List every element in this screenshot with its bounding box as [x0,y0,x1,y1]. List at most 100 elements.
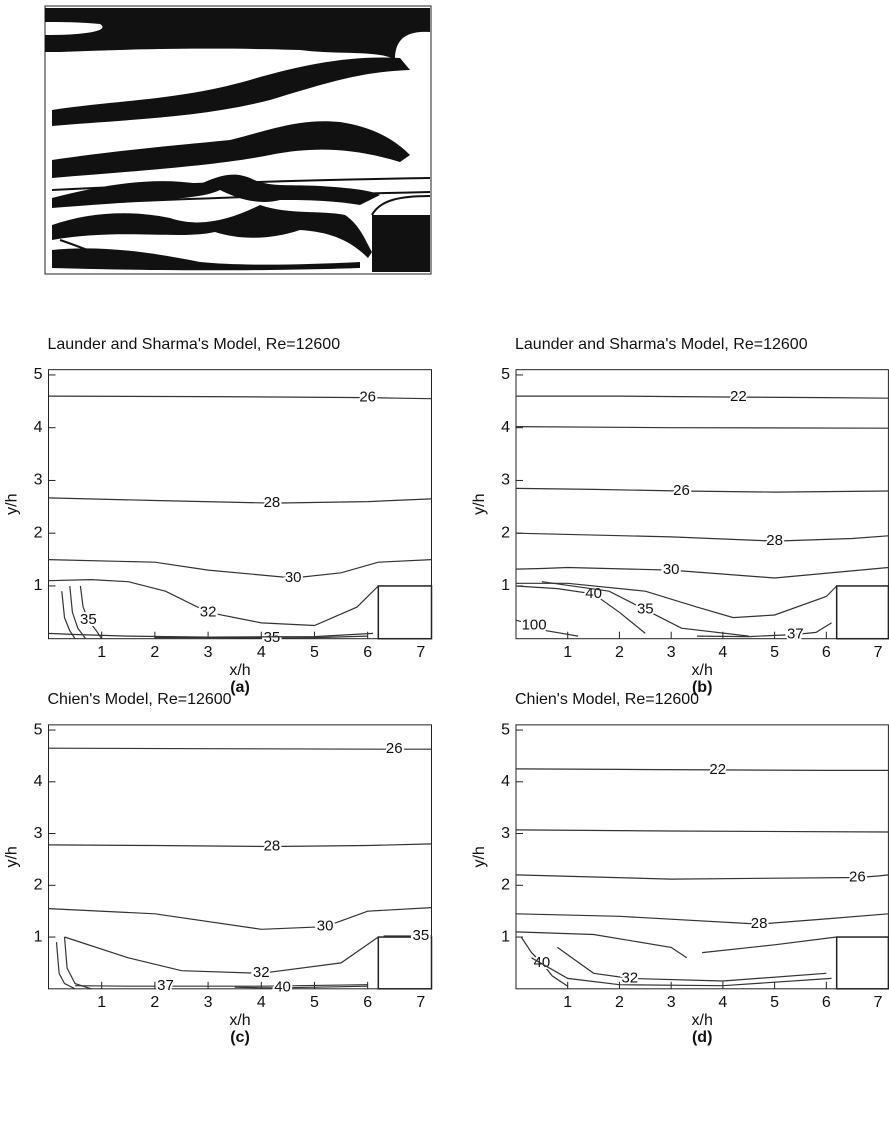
x-tick-label: 5 [770,644,779,661]
y-tick-label: 4 [501,419,510,436]
x-tick-label: 3 [667,644,676,661]
contour-line [75,985,368,987]
contour-label: 28 [264,494,281,511]
contour-label: 35 [80,611,97,628]
contour-label: 28 [751,915,768,932]
caption: (a) [230,679,250,696]
x-tick-label: 1 [97,994,106,1011]
y-tick-label: 5 [34,721,43,738]
contour-label: 32 [200,603,217,620]
step [837,937,889,989]
x-tick-label: 3 [667,994,676,1011]
y-tick-label: 3 [34,472,43,489]
y-tick-label: 3 [34,825,43,842]
x-tick-label: 4 [718,994,727,1011]
x-tick-label: 7 [416,644,425,661]
y-tick-label: 2 [501,877,510,894]
contour-line [49,844,432,847]
x-tick-label: 5 [310,994,319,1011]
x-tick-label: 1 [563,644,572,661]
x-tick-label: 2 [150,994,159,1011]
x-tick-label: 6 [363,644,372,661]
contour-line [516,427,888,429]
contour-label: 40 [585,585,602,602]
y-tick-label: 2 [34,877,43,894]
y-tick-label: 1 [34,577,43,594]
y-tick-label: 5 [501,721,510,738]
contour-line [49,498,432,503]
contour-line [516,769,888,771]
x-tick-label: 7 [416,994,425,1011]
contour-line [516,533,888,541]
x-tick-label: 4 [718,644,727,661]
y-tick-label: 3 [501,472,510,489]
x-tick-label: 5 [770,994,779,1011]
x-tick-label: 6 [822,644,831,661]
contour-label: 40 [274,979,291,996]
step [378,586,431,639]
x-axis-label: x/h [692,1012,713,1029]
chart-title: Launder and Sharma's Model, Re=12600 [515,336,808,353]
contour-label: 32 [621,969,638,986]
contour-label: 26 [359,389,376,406]
y-tick-label: 4 [34,419,43,436]
chart-title: Launder and Sharma's Model, Re=12600 [48,336,341,353]
contour-line [516,583,837,617]
contour-line [702,937,837,953]
y-axis-label: y/h [4,846,21,867]
x-tick-label: 6 [822,994,831,1011]
y-tick-label: 1 [34,928,43,945]
contour-label: 22 [730,388,747,405]
contour-chart: Chien's Model, Re=12600123456712345x/h(c… [4,691,432,1046]
flow-photo [45,6,431,274]
y-tick-label: 2 [34,524,43,541]
x-tick-label: 5 [310,644,319,661]
contour-label: 100 [522,616,547,633]
y-tick-label: 4 [34,773,43,790]
y-axis-label: y/h [471,846,488,867]
contour-label: 26 [849,869,866,886]
contour-line [557,947,826,981]
contour-line [65,937,379,973]
x-tick-label: 3 [204,644,213,661]
contour-label: 28 [264,837,281,854]
contour-line [49,748,432,749]
contour-line [516,830,888,832]
x-tick-label: 1 [97,644,106,661]
x-tick-label: 4 [257,644,266,661]
contour-line [516,568,888,579]
x-tick-label: 7 [874,644,883,661]
y-tick-label: 1 [501,577,510,594]
contour-line [516,396,888,398]
x-axis-label: x/h [692,662,713,679]
x-tick-label: 2 [615,994,624,1011]
contour-line [516,914,888,924]
plot-frame [516,725,888,989]
x-axis-label: x/h [229,1012,250,1029]
y-tick-label: 1 [501,928,510,945]
x-tick-label: 7 [874,994,883,1011]
contour-label: 35 [264,629,281,646]
contour-label: 30 [663,561,680,578]
figure: Launder and Sharma's Model, Re=12600 1 2 3 4… [0,0,889,1147]
contour-label: 40 [534,954,551,971]
y-axis-label: y/h [4,494,21,515]
contour-label: 28 [766,532,783,549]
contour-chart: Launder and Sharma's Model, Re=12600 1 2 3 4… [4,336,432,696]
caption: (c) [230,1029,250,1046]
x-tick-label: 1 [563,994,572,1011]
chart-title: Chien's Model, Re=12600 [515,691,699,708]
contour-label: 26 [386,740,403,757]
x-tick-label: 2 [150,644,159,661]
contour-line [516,875,888,879]
contour-label: 35 [637,601,654,618]
contour-label: 26 [673,482,690,499]
y-tick-label: 4 [501,773,510,790]
contour-label: 37 [787,625,804,642]
y-axis-label: y/h [471,494,488,515]
x-tick-label: 4 [257,994,266,1011]
plot-frame [49,725,432,989]
caption: (d) [692,1029,712,1046]
contour-line [532,958,832,986]
